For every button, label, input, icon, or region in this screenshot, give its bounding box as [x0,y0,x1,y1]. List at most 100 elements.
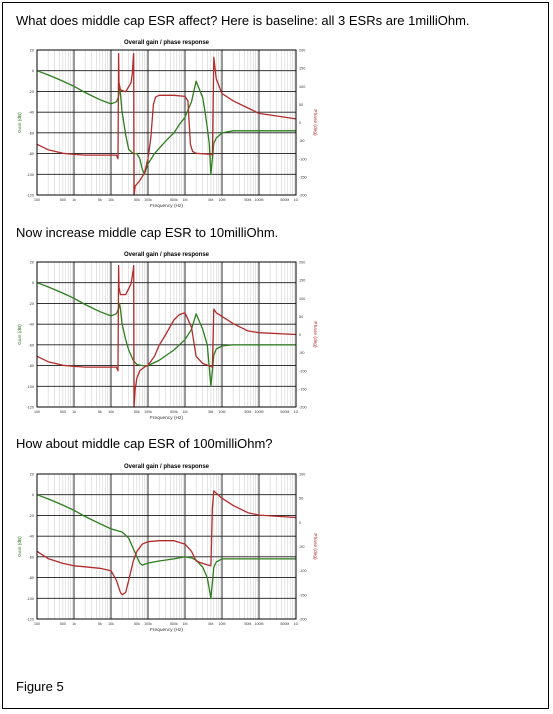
x-tick-label: 5M [208,622,213,626]
y-tick-label: 0 [32,493,34,497]
x-tick-label: 5M [208,410,213,414]
y2-tick-label: 100 [299,85,305,89]
y2-tick-label: 50 [299,315,303,319]
x-tick-label: 1G [294,198,299,202]
plot-area [37,262,296,407]
x-tick-label: 100k [144,622,152,626]
y-tick-label: 0 [32,69,34,73]
y2-tick-label: -200 [299,406,307,410]
y2-axis-label: Phase (deg) [312,109,318,136]
plot-border [36,49,297,196]
x-tick-label: 500 [60,410,66,414]
x-tick-label: 1k [72,622,76,626]
x-tick-label: 100 [34,410,40,414]
x-tick-label: 50k [134,410,140,414]
y2-tick-label: 100 [299,473,305,477]
chart-title: Overall gain / phase response [124,464,210,470]
y2-tick-label: -100 [299,157,307,161]
x-tick-label: 500k [170,198,178,202]
y2-tick-label: -200 [299,618,307,622]
x-axis-label: Frequency (Hz) [150,415,183,421]
y2-axis-label: Phase (deg) [312,321,318,348]
x-tick-label: 50k [134,622,140,626]
plot-border [36,473,297,620]
x-tick-label: 500M [280,198,289,202]
y-tick-label: -60 [29,131,35,135]
x-axis-label: Frequency (Hz) [150,627,183,633]
y2-tick-label: -200 [299,194,307,198]
x-tick-label: 10k [108,198,114,202]
y-tick-label: -80 [29,576,35,580]
series-line-phase [36,52,297,196]
y2-tick-label: 0 [299,333,301,337]
y2-tick-label: -150 [299,175,307,179]
y2-tick-label: 100 [299,297,305,301]
y-tick-label: -40 [29,535,35,539]
x-tick-label: 50M [244,198,251,202]
y-tick-label: -120 [26,194,34,198]
y2-tick-label: -50 [299,545,305,549]
x-tick-label: 1M [183,622,188,626]
x-axis-label: Frequency (Hz) [150,203,183,209]
x-tick-label: 100k [144,410,152,414]
x-tick-label: 10M [219,198,226,202]
y-tick-label: -100 [26,173,34,177]
y-tick-label: 20 [30,49,34,53]
y-tick-label: 20 [30,473,34,477]
x-tick-label: 100M [255,410,264,414]
y2-tick-label: 0 [299,121,301,125]
x-tick-label: 1k [72,198,76,202]
chart-title: Overall gain / phase response [124,252,210,258]
x-tick-label: 100 [34,198,40,202]
x-tick-label: 100M [255,622,264,626]
x-tick-label: 500 [60,622,66,626]
caption-esr-10: Now increase middle cap ESR to 10milliOh… [16,225,279,240]
y-tick-label: -40 [29,323,35,327]
y2-tick-label: 50 [299,497,303,501]
y-tick-label: -20 [29,302,35,306]
y-tick-label: -100 [26,597,34,601]
series-line-phase [36,264,297,408]
caption-baseline: What does middle cap ESR affect? Here is… [16,13,470,28]
figure-label: Figure 5 [16,679,64,694]
y2-tick-label: -50 [299,351,305,355]
x-tick-label: 500M [280,410,289,414]
x-tick-label: 10k [108,622,114,626]
x-tick-label: 500k [170,622,178,626]
y2-tick-label: -100 [299,369,307,373]
y-tick-label: -100 [26,385,34,389]
x-tick-label: 5M [208,198,213,202]
x-tick-label: 1M [183,198,188,202]
y-tick-label: 20 [30,261,34,265]
x-tick-label: 10M [219,410,226,414]
y-tick-label: -60 [29,555,35,559]
y-tick-label: -120 [26,618,34,622]
plot-area [37,474,296,619]
y-tick-label: -80 [29,152,35,156]
series-line-gain [36,494,296,599]
y2-tick-label: -150 [299,387,307,391]
plot-area [37,50,296,195]
x-tick-label: 5k [98,410,102,414]
x-tick-label: 10k [108,410,114,414]
y-tick-label: 0 [32,281,34,285]
x-tick-label: 100M [255,198,264,202]
y-tick-label: -20 [29,90,35,94]
x-tick-label: 1G [294,410,299,414]
y-axis-label: Gain (dB) [17,112,23,133]
y-tick-label: -40 [29,111,35,115]
x-tick-label: 500k [170,410,178,414]
series-line-gain [36,70,296,175]
y2-tick-label: 200 [299,49,305,53]
x-tick-label: 50M [244,410,251,414]
y2-tick-label: -50 [299,139,305,143]
x-tick-label: 1G [294,622,299,626]
x-tick-label: 100 [34,622,40,626]
x-tick-label: 50k [134,198,140,202]
y2-tick-label: -150 [299,593,307,597]
caption-esr-100: How about middle cap ESR of 100milliOhm? [16,436,273,451]
y2-tick-label: 150 [299,67,305,71]
